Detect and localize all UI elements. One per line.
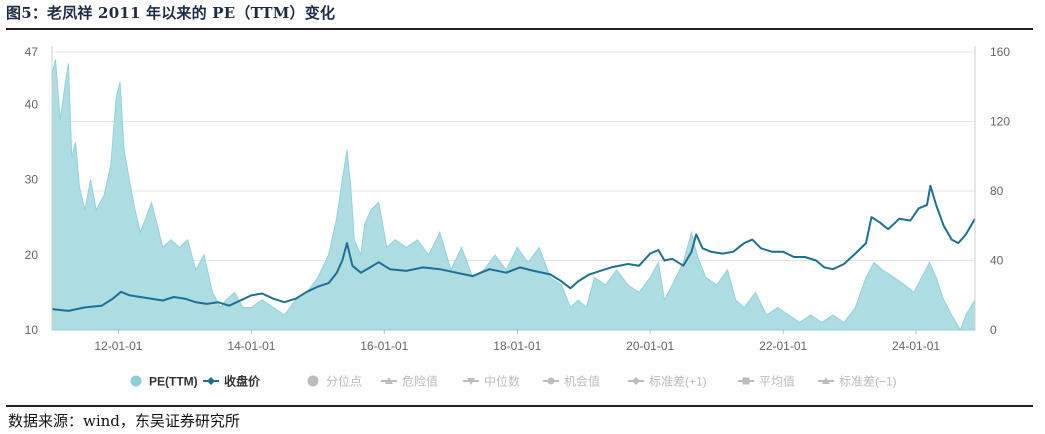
- pe-ttm-area: [51, 59, 976, 332]
- legend-item[interactable]: PE(TTM): [130, 375, 198, 389]
- legend-marker-icon: [130, 375, 142, 387]
- source-note: 数据来源：wind，东吴证券研究所: [8, 412, 240, 430]
- triangle-icon: [385, 377, 393, 384]
- legend-item[interactable]: 标准差(+1): [628, 375, 707, 389]
- right-tick-label: 160: [990, 45, 1010, 59]
- square-icon: [742, 377, 750, 385]
- legend-label: 中位数: [484, 374, 520, 389]
- x-tick-label: 22-01-01: [759, 339, 807, 353]
- x-tick-label: 24-01-01: [892, 339, 940, 353]
- right-tick-label: 40: [990, 254, 1004, 268]
- legend-label: 机会值: [564, 374, 600, 389]
- x-tick-label: 12-01-01: [94, 339, 142, 353]
- top-rule: [6, 28, 1033, 30]
- legend-item[interactable]: 机会值: [543, 374, 600, 389]
- legend-label: 标准差(+1): [649, 375, 707, 389]
- legend-item[interactable]: 危险值: [381, 374, 438, 389]
- legend-item[interactable]: 分位点: [307, 374, 363, 389]
- legend-item[interactable]: 平均值: [738, 374, 795, 389]
- diamond-icon: [207, 377, 215, 385]
- pe-chart: 10 20 30 40 47 0 40 80 120 160 12-01-01 14-01-01 16-…: [25, 45, 1011, 389]
- triangle-down-icon: [467, 378, 475, 385]
- dot-icon: [547, 377, 555, 385]
- x-tick-label: 20-01-01: [626, 339, 674, 353]
- legend-label: 分位点: [326, 374, 362, 389]
- right-tick-label: 0: [990, 323, 997, 337]
- area-layer: [51, 59, 976, 332]
- legend-label: 平均值: [759, 374, 795, 389]
- legend-marker-icon: [307, 375, 319, 387]
- close-price-line: [51, 184, 976, 312]
- line-layer: [51, 184, 976, 312]
- legend-label: 危险值: [402, 374, 438, 389]
- right-tick-label: 120: [990, 115, 1010, 129]
- left-tick-label: 47: [25, 45, 39, 59]
- left-tick-label: 20: [25, 248, 39, 262]
- x-tick-label: 14-01-01: [227, 339, 275, 353]
- triangle-icon: [822, 377, 830, 384]
- axis-layer: 10 20 30 40 47 0 40 80 120 160 12-01-01 14-01-01 16-…: [25, 45, 1011, 353]
- left-tick-label: 10: [25, 323, 39, 337]
- diamond-icon: [632, 377, 640, 385]
- x-tick-label: 16-01-01: [360, 339, 408, 353]
- legend-item[interactable]: 收盘价: [203, 374, 261, 389]
- legend-label: PE(TTM): [149, 375, 198, 389]
- right-tick-label: 80: [990, 184, 1004, 198]
- legend-item[interactable]: 中位数: [463, 374, 520, 389]
- x-tick-label: 18-01-01: [493, 339, 541, 353]
- legend-label: 收盘价: [224, 374, 261, 389]
- legend-item[interactable]: 标准差(−1): [818, 375, 897, 389]
- left-tick-label: 40: [25, 98, 39, 112]
- legend-label: 标准差(−1): [839, 375, 897, 389]
- figure-caption: 图5：老凤祥 2011 年以来的 PE（TTM）变化: [6, 4, 336, 22]
- legend: PE(TTM) 收盘价 分位点 危险值 中位数 机会值 标准差(+1) 平均值 标准差(−1): [130, 374, 897, 389]
- bottom-rule: [6, 405, 1033, 407]
- left-tick-label: 30: [25, 173, 39, 187]
